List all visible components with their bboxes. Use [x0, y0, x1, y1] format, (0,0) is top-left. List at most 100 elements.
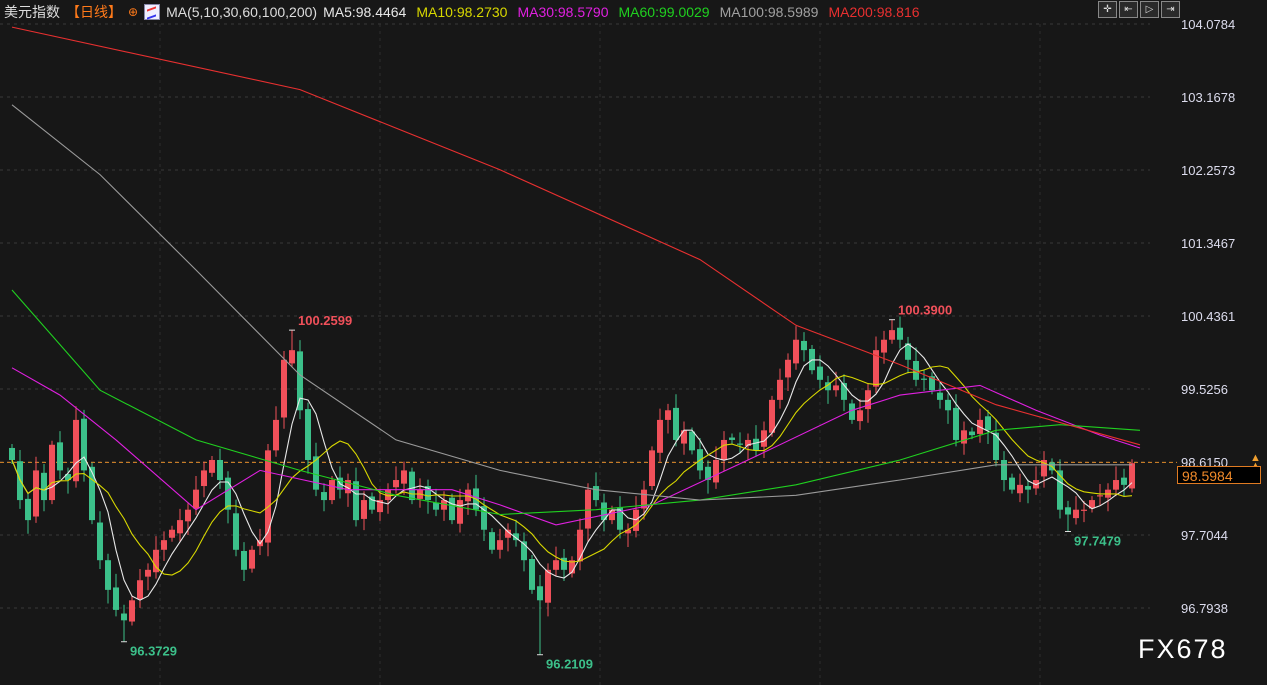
candle-body	[233, 513, 239, 550]
low-label: 97.7479	[1074, 534, 1121, 549]
candle-body	[89, 466, 95, 521]
candle	[585, 483, 591, 543]
candle-body	[177, 520, 183, 534]
candle-body	[1057, 470, 1063, 510]
candle-body	[121, 613, 127, 621]
candle-body	[753, 438, 759, 451]
play-icon[interactable]: ▷	[1140, 1, 1159, 18]
candle	[105, 553, 111, 604]
candle-body	[865, 390, 871, 410]
candle-body	[537, 586, 543, 601]
candle-body	[897, 327, 903, 340]
y-tick-label: 104.0784	[1181, 17, 1235, 32]
price-axis[interactable]: 104.0784 103.1678 102.2573 101.3467 100.4361…	[1181, 17, 1235, 616]
candle-body	[145, 569, 151, 577]
candle	[553, 546, 559, 577]
candle	[849, 399, 855, 424]
candle-body	[41, 472, 47, 501]
candle-body	[297, 351, 303, 411]
candle	[1081, 500, 1087, 523]
instrument-title: 美元指数	[4, 4, 60, 20]
candle-body	[457, 500, 463, 524]
candles	[9, 316, 1135, 655]
candle-body	[97, 522, 103, 561]
candle-body	[849, 403, 855, 420]
candle	[329, 476, 335, 505]
candle-body	[529, 559, 535, 590]
move-right-icon[interactable]: ⇥	[1161, 1, 1180, 18]
candle	[929, 372, 935, 395]
candle-body	[313, 456, 319, 490]
candle	[1089, 496, 1095, 513]
candle-body	[601, 502, 607, 521]
candle-body	[505, 529, 511, 538]
high-label: 100.2599	[298, 313, 352, 328]
candle-body	[265, 450, 271, 543]
candle-body	[441, 500, 447, 510]
candle	[1129, 459, 1135, 493]
globe-icon[interactable]: ⊕	[128, 5, 139, 19]
candle	[561, 548, 567, 582]
watermark-logo: FX678	[1138, 634, 1228, 664]
candle	[633, 496, 639, 538]
candle	[497, 528, 503, 559]
candle-body	[161, 540, 167, 550]
candle	[521, 532, 527, 572]
crosshair-icon[interactable]: ✛	[1098, 1, 1117, 18]
candle-body	[689, 431, 695, 451]
period-selector[interactable]: 【日线】	[66, 4, 122, 20]
candle	[577, 518, 583, 571]
candle-body	[345, 480, 351, 494]
candle	[857, 399, 863, 430]
candle-body	[665, 410, 671, 420]
candle	[673, 394, 679, 447]
candle	[961, 421, 967, 455]
candle-body	[169, 529, 175, 538]
candle-body	[649, 450, 655, 487]
candle-body	[129, 600, 135, 622]
candle	[985, 409, 991, 444]
candle	[489, 528, 495, 554]
chart-toolbar: ✛ ⇤ ▷ ⇥	[1098, 1, 1180, 18]
candle	[137, 569, 143, 608]
candle-body	[657, 419, 663, 453]
candle-body	[769, 399, 775, 433]
zoom-range-icon[interactable]: ⇤	[1119, 1, 1138, 18]
candle-body	[721, 439, 727, 460]
candle-body	[705, 466, 711, 481]
candle	[737, 432, 743, 454]
y-tick-label: 102.2573	[1181, 163, 1235, 178]
candle	[569, 556, 575, 578]
candle	[377, 488, 383, 521]
candle	[113, 573, 119, 617]
candle-body	[793, 339, 799, 364]
candle-body	[993, 432, 999, 460]
candle	[689, 427, 695, 455]
candle-body	[569, 560, 575, 574]
candle-body	[889, 330, 895, 340]
candle	[321, 483, 327, 512]
y-tick-label: 100.4361	[1181, 309, 1235, 324]
indicator-chart-icon[interactable]	[144, 4, 161, 20]
candle	[225, 471, 231, 524]
candle-body	[49, 444, 55, 501]
candle	[953, 394, 959, 447]
candle	[57, 431, 63, 480]
candle	[441, 491, 447, 521]
candle	[769, 395, 775, 437]
candle	[249, 545, 255, 573]
candle-body	[745, 439, 751, 446]
y-tick-label: 101.3467	[1181, 236, 1235, 251]
candle	[1017, 473, 1023, 503]
ma-params[interactable]: MA(5,10,30,60,100,200)	[166, 4, 318, 20]
candle	[1105, 483, 1111, 512]
candle	[905, 336, 911, 374]
grid	[0, 23, 1177, 685]
candle	[617, 496, 623, 539]
ma-legend-ma100: MA100:98.5989	[719, 4, 819, 20]
candle	[705, 460, 711, 494]
candle	[1033, 466, 1039, 495]
candle	[297, 340, 303, 420]
candle	[745, 433, 751, 460]
